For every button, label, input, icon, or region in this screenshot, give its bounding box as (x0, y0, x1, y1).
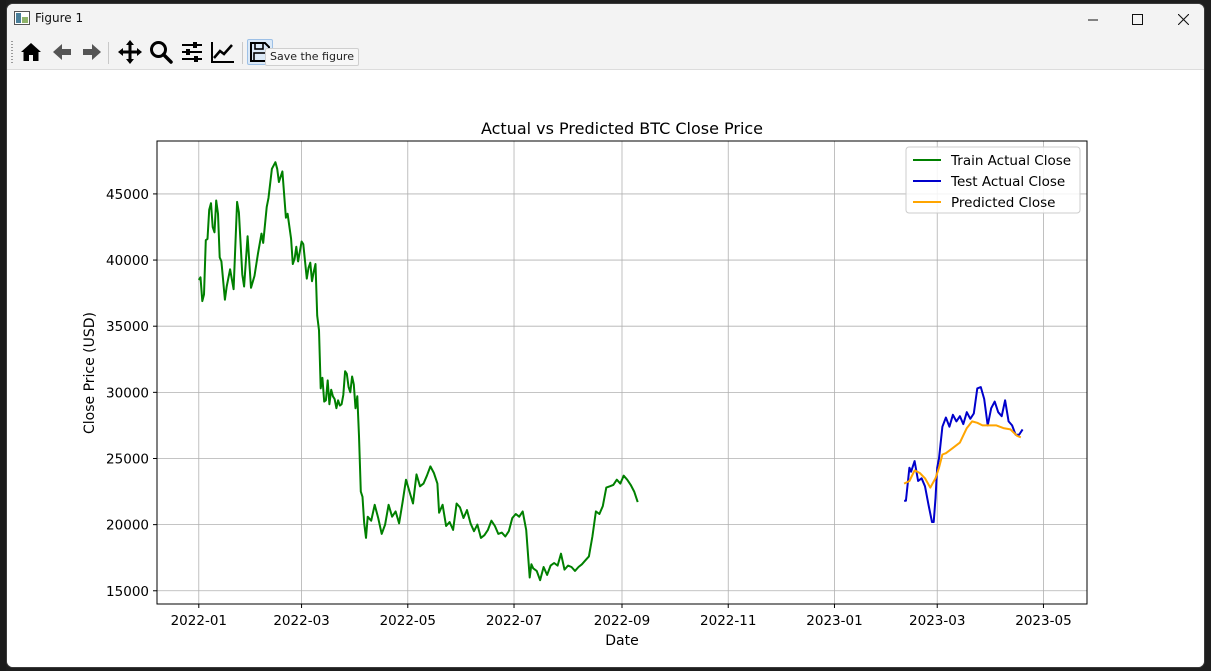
toolbar-grip (11, 41, 13, 63)
x-tick-label: 2022-07 (486, 613, 542, 629)
navigation-toolbar (7, 35, 1204, 70)
x-tick-label: 2023-05 (1015, 613, 1071, 629)
x-tick-label: 2023-01 (806, 613, 862, 629)
close-icon (1177, 14, 1189, 25)
y-tick-label: 35000 (106, 319, 149, 335)
y-tick-label: 40000 (106, 253, 149, 269)
series-line-1 (904, 386, 1024, 523)
forward-button[interactable] (79, 39, 105, 65)
x-axis: 2022-01 2022-03 2022-05 2022-07 2022-09 2022-… (171, 604, 1072, 629)
legend-label: Test Actual Close (950, 174, 1065, 190)
y-tick-label: 15000 (106, 584, 149, 600)
plot-series (197, 161, 1024, 582)
legend: Train Actual Close Test Actual Close Predi… (905, 146, 1081, 214)
pan-button[interactable] (117, 39, 143, 65)
chart-svg[interactable]: Actual vs Predicted BTC Close Price 2022… (7, 70, 1205, 668)
toolbar-separator (108, 42, 109, 64)
minimize-button[interactable] (1070, 4, 1116, 35)
save-tooltip: Save the figure (265, 48, 359, 66)
window-title: Figure 1 (35, 11, 84, 25)
back-icon (53, 44, 71, 60)
x-tick-label: 2022-01 (171, 613, 227, 629)
toolbar-separator (242, 42, 243, 64)
y-tick-label: 25000 (106, 451, 149, 467)
home-button[interactable] (18, 39, 44, 65)
series-line-0 (197, 161, 639, 582)
zoom-icon (150, 41, 173, 64)
x-axis-label: Date (605, 633, 638, 649)
home-icon (21, 43, 41, 61)
figure-app-icon (14, 11, 30, 25)
x-tick-label: 2022-03 (273, 613, 329, 629)
y-tick-label: 45000 (106, 187, 149, 203)
figure-window: Figure 1 (6, 3, 1205, 668)
x-tick-label: 2022-11 (700, 613, 756, 629)
zoom-button[interactable] (148, 39, 174, 65)
y-axis: 15000 20000 25000 30000 35000 40000 45000 (106, 187, 157, 600)
back-button[interactable] (49, 39, 75, 65)
subplots-icon (182, 42, 202, 62)
y-tick-label: 30000 (106, 385, 149, 401)
chart-title: Actual vs Predicted BTC Close Price (481, 119, 763, 138)
x-tick-label: 2022-05 (380, 613, 436, 629)
grid (157, 141, 1087, 604)
series-line-2 (903, 420, 1022, 489)
customize-button[interactable] (210, 39, 236, 65)
y-tick-label: 20000 (106, 518, 149, 534)
figure-canvas: Actual vs Predicted BTC Close Price 2022… (7, 70, 1205, 668)
pan-icon (118, 40, 142, 64)
legend-box (905, 146, 1081, 214)
maximize-button[interactable] (1114, 4, 1160, 35)
legend-label: Predicted Close (951, 195, 1055, 211)
close-button[interactable] (1160, 4, 1204, 35)
x-tick-label: 2022-09 (594, 613, 650, 629)
minimize-icon (1088, 19, 1098, 20)
legend-label: Train Actual Close (950, 153, 1071, 169)
y-axis-label: Close Price (USD) (82, 312, 98, 434)
title-bar: Figure 1 (7, 4, 1204, 35)
customize-icon (211, 42, 234, 63)
x-tick-label: 2023-03 (909, 613, 965, 629)
subplots-button[interactable] (179, 39, 205, 65)
maximize-icon (1131, 14, 1143, 25)
background-editor-strip (0, 0, 6, 671)
forward-icon (83, 44, 101, 60)
